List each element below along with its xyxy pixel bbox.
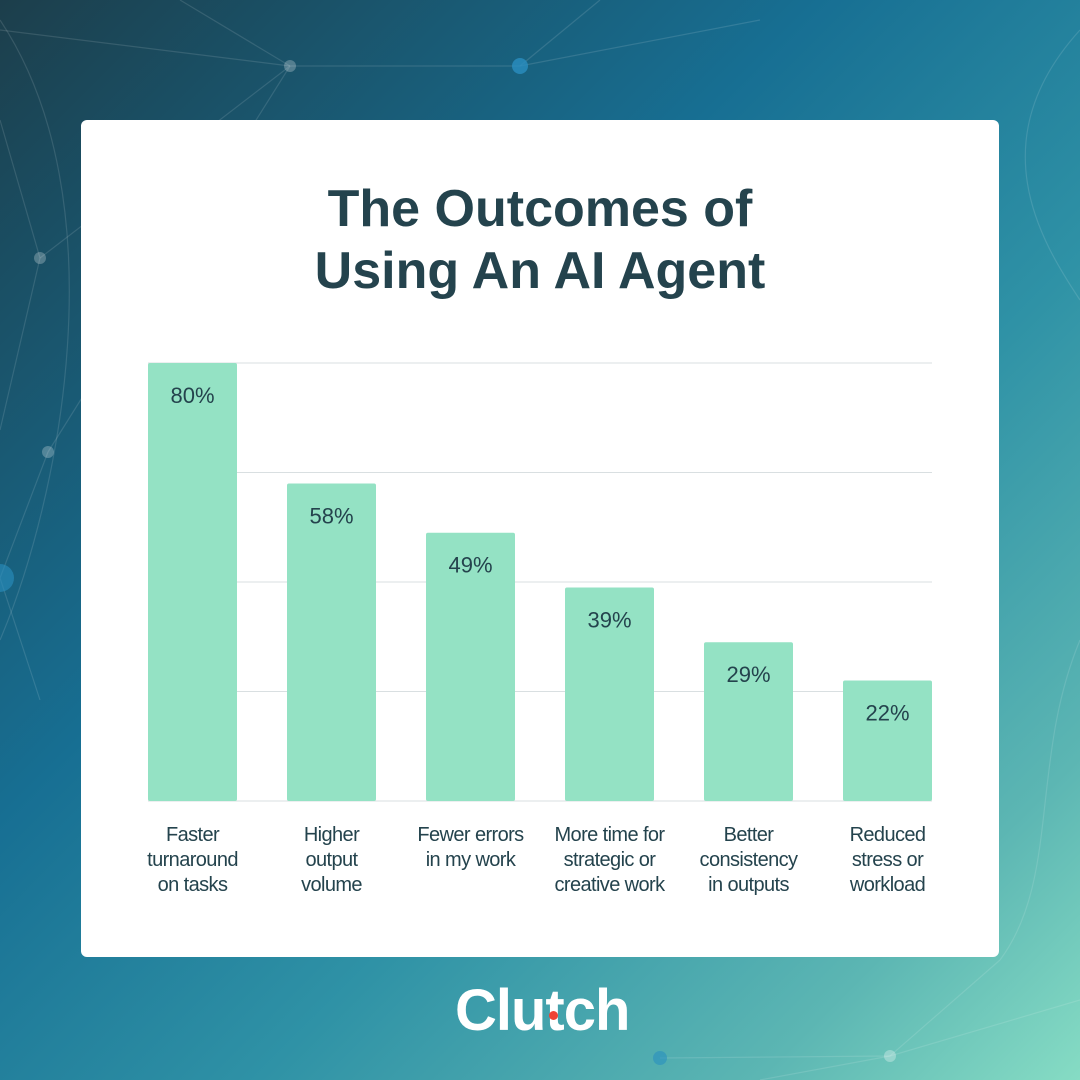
category-label-line: Fewer errors [417, 824, 524, 846]
bar-value-label: 80% [170, 383, 214, 408]
chart-title-line-1: The Outcomes of [327, 180, 753, 238]
category-label-line: in my work [426, 849, 517, 871]
bar [843, 680, 932, 801]
clutch-logo: Clutch [455, 976, 630, 1046]
category-label-line: More time for [554, 824, 665, 846]
category-label: Better consistency in outputs [700, 824, 798, 896]
category-label-line: Higher [304, 824, 360, 846]
category-label-line: Faster [166, 824, 220, 846]
bar [287, 483, 376, 801]
category-label-line: stress or [852, 849, 924, 871]
category-label-line: in outputs [708, 874, 789, 896]
bar-value-label: 58% [309, 503, 353, 528]
category-label-line: strategic or [564, 849, 657, 871]
bar [148, 363, 237, 801]
bar-value-label: 29% [726, 662, 770, 687]
clutch-logo-dot [549, 1011, 558, 1020]
category-label-line: on tasks [158, 874, 228, 896]
bar [704, 642, 793, 801]
category-label-line: volume [301, 874, 362, 896]
category-label: More time for strategic or creative work [554, 824, 666, 896]
bar-value-label: 49% [448, 553, 492, 578]
category-label: Reduced stress or workload [849, 824, 926, 896]
chart-title: The Outcomes of Using An AI Agent [0, 178, 1080, 302]
bar [426, 532, 515, 801]
clutch-logo-text: Clutch [455, 978, 630, 1043]
category-label-line: output [305, 849, 358, 871]
category-label-line: turnaround [147, 849, 238, 871]
bar-value-label: 22% [865, 701, 909, 726]
category-label-line: creative work [554, 874, 666, 896]
category-label-line: consistency [700, 849, 798, 871]
category-label: Faster turnaround on tasks [147, 824, 238, 896]
category-label-line: Reduced [850, 824, 926, 846]
category-label-line: workload [849, 874, 925, 896]
bar-value-label: 39% [587, 607, 631, 632]
category-label: Fewer errors in my work [417, 824, 524, 871]
bar [565, 587, 654, 801]
chart-title-line-2: Using An AI Agent [314, 242, 766, 300]
category-label: Higher output volume [301, 824, 362, 896]
category-label-line: Better [724, 824, 775, 846]
